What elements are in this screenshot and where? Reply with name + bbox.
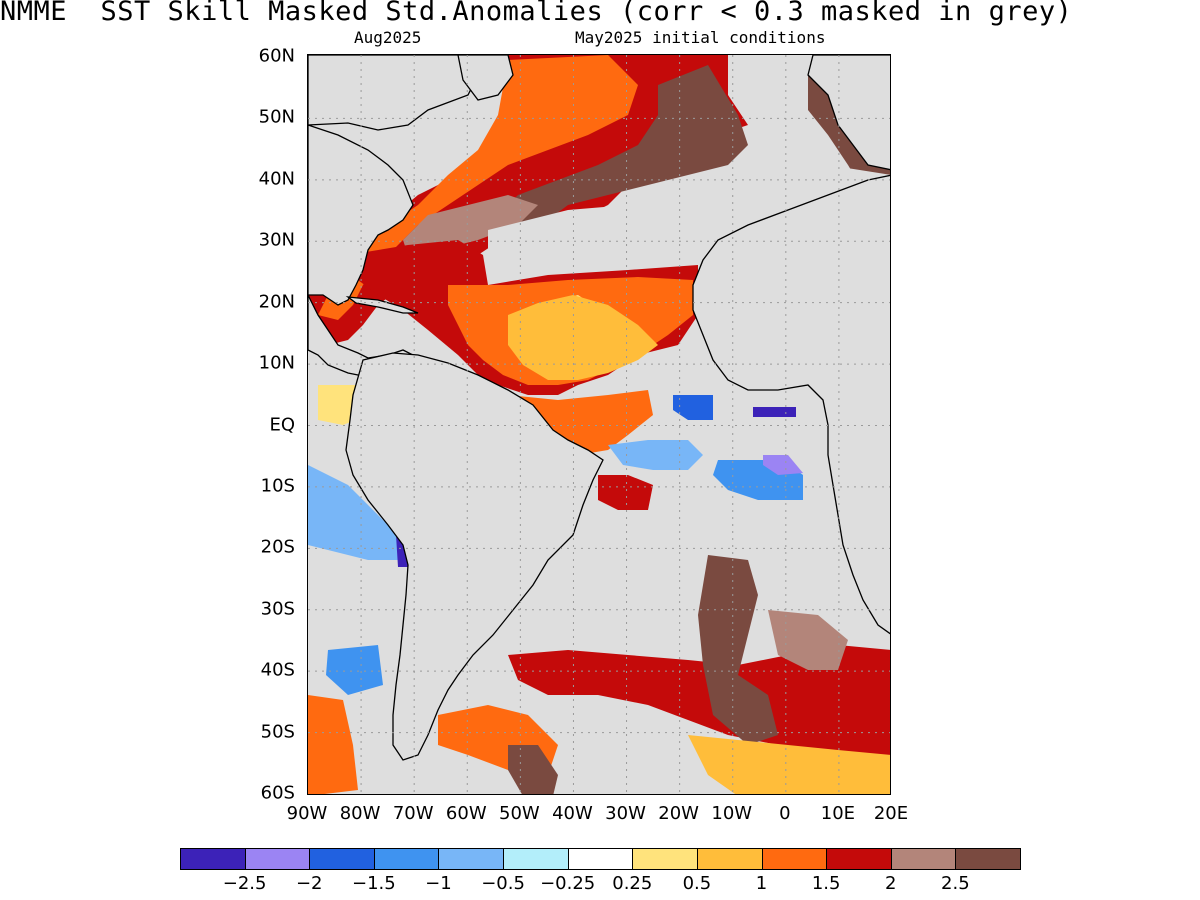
anomaly-region-south-atlantic-red bbox=[508, 645, 890, 765]
land-north-america-east bbox=[308, 124, 414, 306]
lat-label: 60N bbox=[258, 45, 295, 67]
anomaly-region-southern-brown bbox=[508, 745, 558, 794]
colorbar-swatch bbox=[180, 848, 246, 870]
land-north-america bbox=[308, 55, 499, 131]
colorbar-swatch bbox=[244, 848, 311, 870]
colorbar-swatch bbox=[632, 848, 698, 870]
colorbar-tick-label: 2.5 bbox=[941, 873, 970, 894]
anomaly-region-gulf-blue bbox=[673, 395, 713, 420]
sst-anomaly-map bbox=[307, 54, 891, 795]
anomaly-region-pacific-lightblue bbox=[308, 465, 408, 560]
anomaly-region-brazil-current-red bbox=[598, 475, 653, 510]
colorbar-swatch bbox=[567, 848, 634, 870]
colorbar-tick-label: −0.5 bbox=[481, 873, 525, 894]
anomaly-region-pacific-south-orange bbox=[308, 695, 358, 794]
lat-label: EQ bbox=[269, 414, 295, 435]
anomaly-region-pacific-south-blue bbox=[326, 645, 383, 695]
colorbar-swatch bbox=[696, 848, 763, 870]
anomaly-region-tropical-lightorange bbox=[508, 295, 658, 380]
land-greenland-edge bbox=[457, 55, 514, 101]
colorbar-tick-label: 2 bbox=[885, 873, 897, 894]
colorbar-tick-label: −1.5 bbox=[351, 873, 396, 894]
lat-label: 10S bbox=[260, 475, 295, 497]
anomaly-colorbar bbox=[180, 848, 1021, 870]
colorbar-tick-label: −1 bbox=[425, 873, 452, 894]
anomaly-region-south-atlantic-lightorange bbox=[688, 735, 890, 794]
colorbar-swatch bbox=[438, 848, 505, 870]
lon-label: 40W bbox=[552, 803, 593, 824]
colorbar-tick-label: −2 bbox=[295, 873, 323, 894]
lat-label: 20N bbox=[258, 291, 295, 313]
land-south-america bbox=[345, 352, 604, 761]
colorbar-swatch bbox=[373, 848, 440, 870]
colorbar-swatch bbox=[503, 848, 569, 870]
colorbar-tick-label: 0.5 bbox=[682, 873, 712, 894]
colorbar-swatch bbox=[826, 848, 892, 870]
anomaly-region-north-atlantic-tan bbox=[403, 195, 538, 255]
lon-label: 90W bbox=[286, 803, 328, 824]
lon-label: 10W bbox=[711, 803, 753, 824]
lat-lon-grid bbox=[308, 55, 890, 794]
land-iberia-europe bbox=[807, 55, 890, 171]
colorbar-swatch bbox=[309, 848, 375, 870]
lat-label: 40S bbox=[260, 659, 295, 681]
initial-conditions-label: May2025 initial conditions bbox=[575, 28, 826, 47]
anomaly-region-south-atlantic-brown bbox=[698, 555, 778, 745]
lat-label: 30N bbox=[258, 229, 295, 251]
colorbar-tick-label: 1.5 bbox=[811, 873, 841, 894]
lon-label: 0 bbox=[779, 803, 791, 824]
anomaly-region-south-atlantic-tan bbox=[768, 610, 848, 670]
map-title: NMME SST Skill Masked Std.Anomalies (cor… bbox=[0, 0, 1073, 27]
anomaly-region-gulf-purple bbox=[753, 407, 796, 417]
land-masses bbox=[308, 55, 890, 761]
lat-label: 40N bbox=[258, 168, 295, 190]
lon-label: 50W bbox=[499, 803, 540, 824]
lon-label: 20E bbox=[873, 803, 909, 824]
lat-label: 60S bbox=[260, 782, 295, 804]
colorbar-tick-label: 0.25 bbox=[612, 873, 653, 894]
lon-label: 70W bbox=[392, 803, 434, 824]
anomaly-region-north-atlantic-orange bbox=[318, 55, 638, 320]
lat-label: 30S bbox=[260, 598, 295, 620]
colorbar-tick-label: −0.25 bbox=[540, 873, 596, 894]
lat-label: 50N bbox=[258, 106, 295, 128]
lon-label: 20W bbox=[658, 803, 699, 824]
land-africa bbox=[692, 174, 890, 635]
colorbar-swatch bbox=[955, 848, 1021, 870]
anomaly-region-south-equatorial-purple bbox=[763, 455, 803, 475]
land-caribbean-cuba bbox=[345, 296, 419, 314]
lat-label: 20S bbox=[260, 536, 295, 558]
lon-label: 60W bbox=[445, 803, 487, 824]
lon-label: 10E bbox=[820, 803, 856, 824]
lon-label: 30W bbox=[605, 803, 646, 824]
lon-label: 80W bbox=[339, 803, 381, 824]
lat-label: 50S bbox=[260, 721, 295, 743]
colorbar-tick-label: −2.5 bbox=[222, 873, 267, 894]
map-canvas bbox=[308, 55, 890, 794]
colorbar-swatch bbox=[761, 848, 828, 870]
lat-label: 10N bbox=[258, 352, 295, 374]
anomaly-region-north-atlantic-brown bbox=[498, 65, 748, 225]
colorbar-tick-label: 1 bbox=[755, 873, 768, 894]
colorbar-swatch bbox=[890, 848, 957, 870]
target-month-label: Aug2025 bbox=[354, 28, 422, 47]
